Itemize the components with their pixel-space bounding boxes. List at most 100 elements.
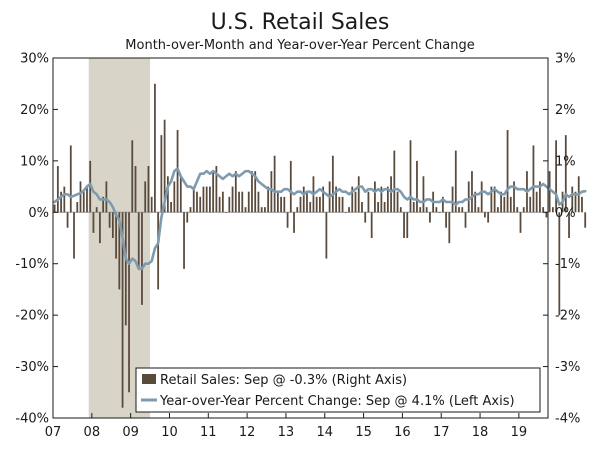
mom-bar [286, 212, 289, 228]
x-tick-label: 13 [278, 425, 295, 440]
mom-bar [283, 196, 286, 213]
left-tick-label: 30% [20, 52, 49, 67]
mom-bar [115, 212, 117, 259]
mom-bar [377, 202, 380, 213]
mom-bar [105, 181, 108, 213]
mom-bar [144, 181, 147, 213]
mom-bar [357, 176, 360, 213]
mom-bar [111, 212, 114, 238]
mom-bar [344, 212, 347, 213]
mom-bar [293, 212, 295, 233]
right-tick-label: -3% [555, 360, 580, 375]
mom-bar [464, 212, 467, 228]
mom-bar [503, 196, 506, 213]
mom-bar [568, 212, 570, 238]
mom-bar [584, 212, 587, 228]
right-tick-label: -4% [555, 412, 580, 427]
mom-bar [251, 171, 253, 213]
mom-bar [474, 191, 477, 213]
right-tick-label: 3% [555, 52, 576, 67]
mom-bar [150, 196, 153, 213]
mom-bar [137, 212, 140, 269]
mom-bar [364, 212, 367, 223]
left-tick-label: -40% [15, 412, 49, 427]
mom-bar [555, 140, 557, 213]
legend-line-label: Year-over-Year Percent Change: Sep @ 4.1… [159, 394, 515, 409]
mom-bar [66, 212, 69, 228]
mom-bar [63, 186, 66, 213]
mom-bar [435, 207, 438, 213]
mom-bar [276, 191, 279, 213]
mom-bar [118, 212, 121, 290]
mom-bar [302, 186, 305, 213]
x-tick-label: 16 [394, 425, 411, 440]
mom-bar [519, 212, 522, 233]
mom-bar [128, 212, 130, 393]
mom-bar [493, 186, 496, 213]
mom-bar [231, 186, 234, 213]
mom-bar [244, 207, 247, 213]
mom-bar [157, 212, 160, 290]
mom-bar [134, 166, 137, 213]
chart-subtitle: Month-over-Month and Year-over-Year Perc… [125, 38, 474, 53]
mom-bar [551, 207, 554, 213]
x-tick-label: 08 [84, 425, 101, 440]
x-tick-label: 07 [45, 425, 62, 440]
mom-bar [393, 150, 396, 213]
mom-bar [99, 212, 101, 244]
mom-bar [241, 191, 244, 213]
mom-bar [170, 202, 172, 213]
mom-bar [79, 181, 82, 213]
mom-bar [179, 176, 182, 213]
mom-bar [289, 160, 292, 213]
mom-bar [221, 191, 224, 213]
mom-bar [166, 176, 169, 213]
mom-bar [267, 186, 270, 213]
mom-bar [131, 140, 134, 213]
mom-bar [451, 186, 454, 213]
mom-bar [273, 155, 276, 213]
mom-bar [545, 212, 548, 218]
mom-bar [60, 191, 62, 213]
mom-bar [445, 212, 447, 228]
right-axis-ticks: 3% 2% 1% 0% -1% -2% -3% -4% [543, 52, 580, 427]
mom-bar [102, 196, 105, 213]
mom-bar [209, 186, 211, 213]
x-tick-label: 17 [433, 425, 450, 440]
mom-bar [264, 207, 266, 213]
mom-bar [500, 191, 502, 213]
mom-bar [215, 166, 218, 213]
mom-bar [322, 186, 325, 213]
x-tick-label: 19 [511, 425, 528, 440]
mom-bar [183, 212, 185, 269]
legend: Retail Sales: Sep @ -0.3% (Right Axis) Y… [135, 367, 541, 413]
mom-bar [386, 186, 389, 213]
right-tick-label: -2% [555, 309, 580, 324]
mom-bar [390, 176, 392, 213]
mom-bar [535, 191, 538, 213]
mom-bar [154, 83, 156, 213]
mom-bar [95, 207, 98, 213]
mom-bar [461, 207, 464, 213]
mom-bar [490, 186, 493, 213]
x-tick-label: 14 [316, 425, 333, 440]
mom-bar [124, 212, 127, 326]
left-tick-label: 0% [28, 206, 49, 221]
mom-bar [374, 181, 376, 213]
mom-bar [82, 191, 85, 213]
mom-bar [399, 207, 402, 213]
mom-bar [228, 196, 231, 213]
mom-bar [380, 186, 383, 213]
right-tick-label: 2% [555, 103, 576, 118]
mom-bar [516, 207, 519, 213]
right-tick-label: 0% [555, 206, 576, 221]
mom-bar [522, 207, 525, 213]
mom-bar [441, 196, 444, 213]
mom-bar [299, 196, 302, 213]
x-tick-label: 10 [161, 425, 178, 440]
mom-bar [189, 207, 192, 213]
mom-bar [529, 196, 532, 213]
left-axis-ticks: 30% 20% 10% 0% -10% -20% -30% -40% [15, 52, 58, 427]
mom-bar [409, 140, 412, 213]
